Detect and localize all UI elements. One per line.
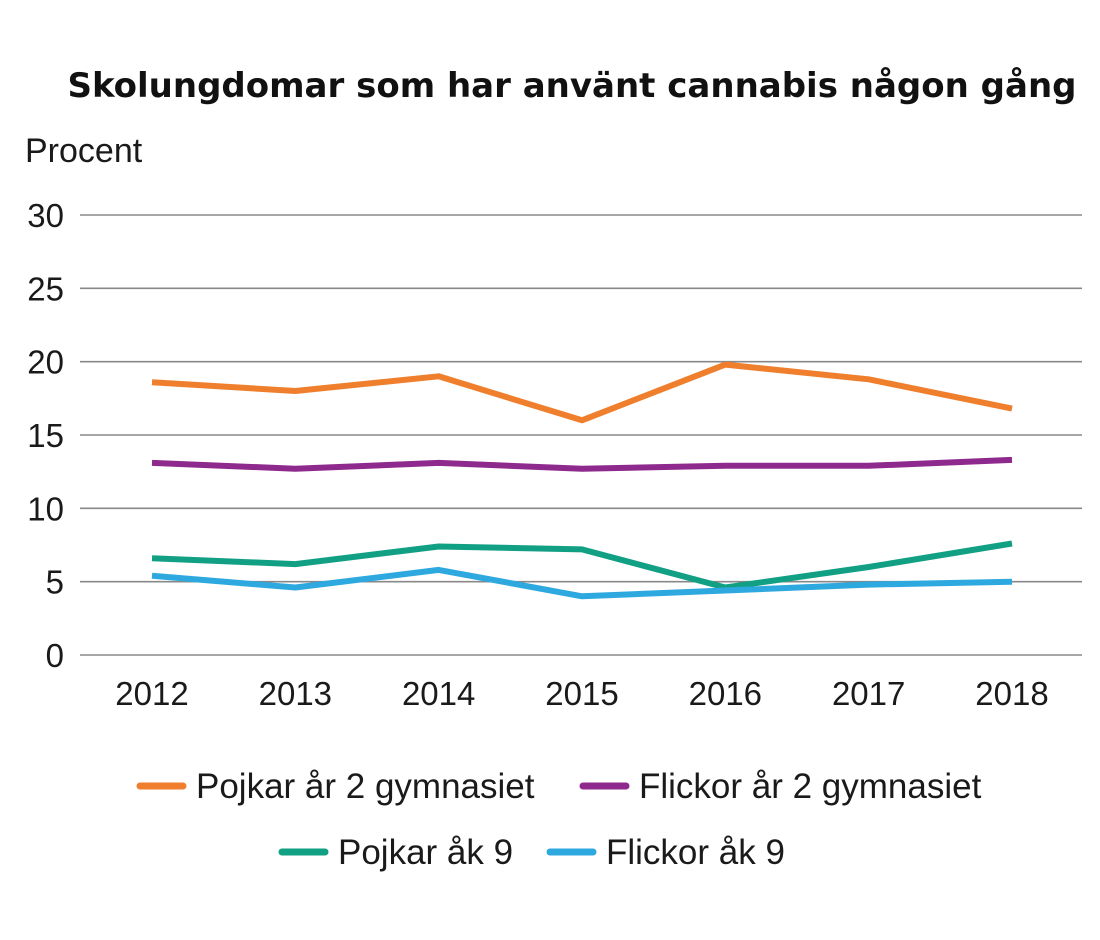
y-tick-label: 0 xyxy=(46,637,64,674)
series-line-2 xyxy=(151,456,1013,472)
legend-item: Pojkar år 2 gymnasiet xyxy=(136,767,535,806)
legend-item: Flickor år 2 gymnasiet xyxy=(579,767,982,806)
legend-label: Pojkar år 2 gymnasiet xyxy=(196,767,535,806)
legend-item: Flickor åk 9 xyxy=(546,833,785,872)
x-tick-label: 2012 xyxy=(115,675,188,712)
y-axis-label: Procent xyxy=(25,132,143,170)
y-tick-label: 5 xyxy=(46,564,64,601)
chart-title: Skolungdomar som har använt cannabis någ… xyxy=(67,66,1076,106)
series-line-3 xyxy=(151,540,1013,591)
y-tick-label: 15 xyxy=(27,417,64,454)
x-tick-label: 2017 xyxy=(832,675,905,712)
x-tick-label: 2016 xyxy=(689,675,762,712)
y-tick-labels: 0 5 10 15 20 25 30 xyxy=(27,197,64,674)
legend: Pojkar år 2 gymnasiet Flickor år 2 gymnas… xyxy=(136,767,982,872)
y-tick-label: 25 xyxy=(27,270,64,307)
legend-label: Pojkar åk 9 xyxy=(338,833,513,872)
x-tick-label: 2018 xyxy=(975,675,1048,712)
x-tick-labels: 2012 2013 2014 2015 2016 2017 2018 xyxy=(115,675,1048,712)
legend-label: Flickor år 2 gymnasiet xyxy=(639,767,982,806)
legend-label: Flickor åk 9 xyxy=(606,833,785,872)
y-tick-label: 20 xyxy=(27,344,64,381)
legend-item: Pojkar åk 9 xyxy=(278,833,513,872)
y-tick-label: 10 xyxy=(27,490,64,527)
gridlines xyxy=(80,214,1082,656)
series-line-1 xyxy=(151,361,1013,424)
x-tick-label: 2015 xyxy=(545,675,618,712)
x-tick-label: 2014 xyxy=(402,675,475,712)
y-tick-label: 30 xyxy=(27,197,64,234)
x-tick-label: 2013 xyxy=(259,675,332,712)
series-lines xyxy=(151,361,1013,600)
series-line-4 xyxy=(151,566,1013,600)
